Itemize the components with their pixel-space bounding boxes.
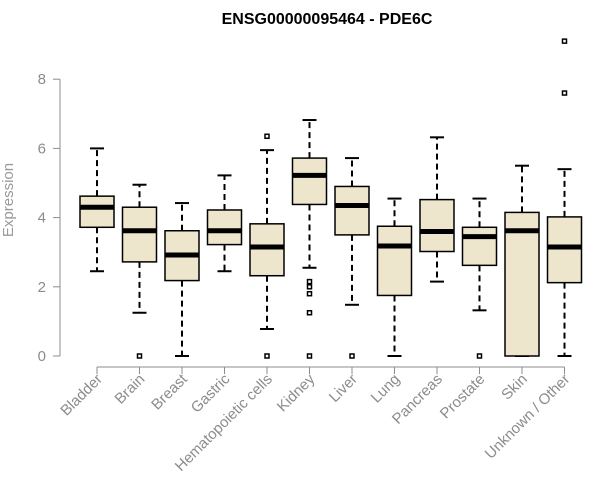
outlier-point [306,310,313,316]
outlier-point [264,353,270,359]
box-iqr [461,226,498,267]
chart-title: ENSG00000095464 - PDE6C [222,11,433,28]
box-skin [504,164,540,357]
box-lung [376,197,413,357]
outlier-point [561,90,568,96]
boxes [79,38,583,359]
outlier-point [136,353,143,359]
y-tick-label: 8 [38,71,46,88]
y-axis-label: Expression [0,163,17,237]
axes: 0 2 4 6 8 [38,71,565,374]
box-kidney [291,119,328,359]
box-breast [164,202,200,357]
box-iqr [79,195,115,229]
box-pancreas [419,136,455,283]
box-iqr [546,216,583,284]
box-iqr [334,185,370,236]
y-tick-label: 4 [38,210,46,227]
outlier-point [306,284,313,290]
box-iqr [376,225,413,297]
box-hematopoietic-cells [249,133,285,359]
outlier-point [476,353,483,359]
y-tick-label: 6 [38,140,46,157]
y-tick-label: 2 [38,279,46,296]
outlier-point [264,133,270,140]
box-liver [334,157,370,359]
box-iqr [291,157,328,206]
x-tick-label: Lung [368,371,404,407]
box-iqr [504,211,540,357]
outlier-point [561,38,568,44]
box-prostate [461,197,498,359]
box-iqr [419,198,455,253]
box-unknown-other [546,38,583,357]
x-tick-label: Liver [326,371,361,406]
x-tick-label: Bladder [57,371,106,420]
outlier-point [306,278,313,285]
x-tick-label: Brain [112,371,149,408]
box-brain [121,183,158,359]
x-tick-label: Kidney [274,370,319,415]
x-tick-label: Breast [148,370,191,413]
outlier-point [349,353,355,359]
box-iqr [249,223,285,277]
box-iqr [206,209,243,246]
box-gastric [206,174,243,273]
x-tick-label: Prostate [437,371,489,423]
box-iqr [121,206,158,263]
y-tick-label: 0 [38,348,46,365]
box-bladder [79,147,115,273]
outlier-point [306,353,313,359]
outlier-point [306,290,313,297]
x-tick-label: Skin [498,371,531,404]
